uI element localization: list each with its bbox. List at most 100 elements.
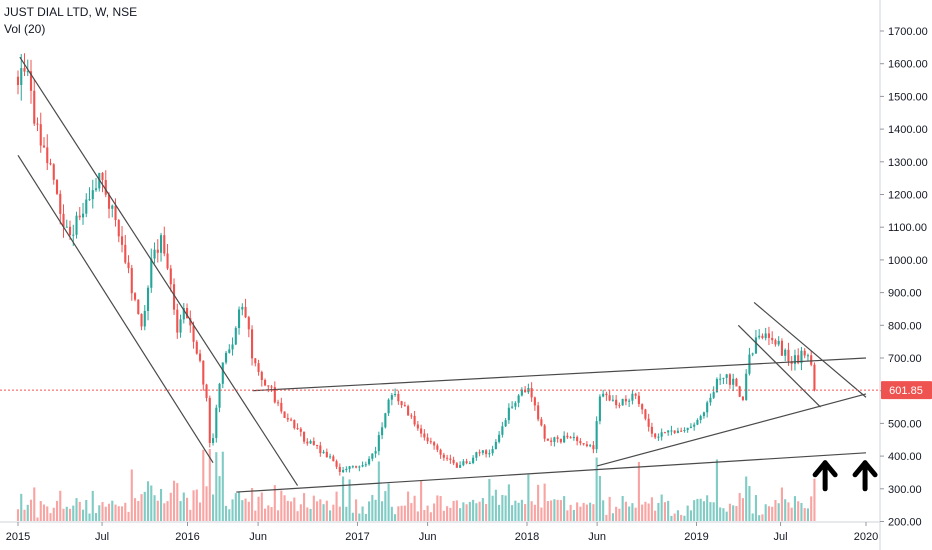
volume-bar: [163, 503, 166, 521]
candle-body: [137, 299, 140, 314]
candle-body: [504, 420, 507, 427]
candle-body: [78, 215, 81, 218]
volume-bar: [572, 509, 575, 521]
candle-body: [660, 432, 663, 437]
candle-body: [150, 258, 153, 288]
candle-body: [342, 470, 345, 472]
trendline[interactable]: [737, 324, 821, 408]
candle-body: [670, 430, 673, 432]
volume-bar: [748, 486, 751, 521]
candle-body: [198, 353, 202, 361]
price-tick-label: 1200.00: [888, 190, 928, 202]
volume-bar: [72, 505, 75, 521]
candle-body: [595, 421, 598, 450]
trendline[interactable]: [17, 154, 214, 463]
volume-bar: [179, 501, 182, 521]
candle-body: [127, 262, 130, 269]
candle-body: [559, 438, 562, 443]
candle-body: [111, 205, 114, 209]
candle-body: [358, 466, 361, 468]
volume-bar: [602, 500, 605, 521]
candle-body: [667, 430, 670, 433]
candle-body: [429, 441, 432, 443]
volume-bar: [738, 492, 741, 521]
volume-bar: [533, 504, 536, 521]
volume-bar: [634, 507, 637, 521]
candle-body: [244, 306, 247, 318]
volume-bar: [114, 504, 117, 521]
volume-bar: [553, 499, 556, 521]
candle-body: [693, 424, 696, 427]
candle-body: [306, 441, 309, 444]
candle-body: [563, 435, 566, 443]
price-tick-label: 400.00: [888, 451, 922, 463]
trendline[interactable]: [252, 357, 867, 392]
candle-body: [59, 193, 62, 214]
volume-bar: [293, 497, 296, 521]
candle-body: [387, 399, 390, 414]
candle-body: [42, 145, 46, 148]
price-axis[interactable]: 200.00300.00400.00500.00600.00700.00800.…: [880, 26, 928, 529]
volume-bar: [511, 505, 514, 521]
volume-bar: [348, 479, 351, 521]
volume-bar: [777, 503, 780, 521]
volume-legend: Vol (20): [4, 22, 46, 36]
last-price-value: 601.85: [889, 385, 923, 397]
time-axis[interactable]: 2015 Jul 2016 Jun 2017 Jun 2018 Jun 2019 Jul 2020: [6, 522, 878, 543]
volume-bar: [192, 490, 195, 521]
volume-bar: [26, 504, 29, 521]
trendline[interactable]: [236, 452, 867, 493]
price-tick-label: 1000.00: [888, 255, 928, 267]
volume-bar: [286, 500, 289, 521]
volume-bar: [133, 498, 137, 521]
volume-bar: [355, 499, 358, 521]
volume-bar: [351, 512, 354, 521]
volume-bar: [283, 495, 286, 521]
volume-bar: [277, 510, 280, 521]
up-arrow-icon[interactable]: [812, 460, 838, 492]
candle-body: [686, 427, 689, 430]
candle-body: [455, 463, 458, 468]
candle-body: [683, 429, 686, 432]
trendline[interactable]: [753, 301, 867, 398]
trendline[interactable]: [19, 56, 299, 486]
volume-bar: [758, 515, 761, 521]
candle-body: [23, 68, 26, 72]
volume-bar: [208, 449, 211, 521]
candle-body: [377, 435, 380, 452]
volume-bar: [413, 495, 416, 521]
volume-bar: [140, 494, 143, 521]
volume-bar: [439, 496, 442, 521]
volume-bar: [559, 500, 562, 521]
volume-bar: [436, 495, 439, 521]
volume-bar: [459, 508, 462, 521]
volume-bar: [780, 487, 783, 521]
candle-body: [416, 424, 419, 429]
volume-bar: [254, 510, 257, 521]
volume-bar: [563, 496, 566, 521]
candle-body: [81, 213, 85, 218]
candle-body: [774, 340, 777, 345]
trendline[interactable]: [596, 393, 867, 467]
candle-body: [634, 393, 637, 396]
candle-body: [290, 419, 293, 421]
volume-bar: [699, 498, 702, 521]
plot-area[interactable]: [0, 0, 880, 522]
volume-bar: [384, 491, 387, 521]
volume-bar: [329, 510, 332, 521]
up-arrow-icon[interactable]: [852, 460, 878, 492]
candle-body: [579, 441, 582, 444]
candle-body: [556, 437, 559, 439]
candle-body: [176, 309, 179, 333]
candle-body: [478, 452, 481, 454]
volume-bar: [524, 504, 527, 521]
volume-bar: [390, 506, 393, 521]
candle-body: [114, 205, 117, 221]
volume-bar: [400, 505, 403, 521]
volume-bar: [585, 504, 588, 521]
volume-bar: [527, 474, 530, 521]
volume-bar: [673, 513, 676, 521]
volume-bar: [273, 485, 276, 521]
candle-body: [208, 397, 211, 443]
